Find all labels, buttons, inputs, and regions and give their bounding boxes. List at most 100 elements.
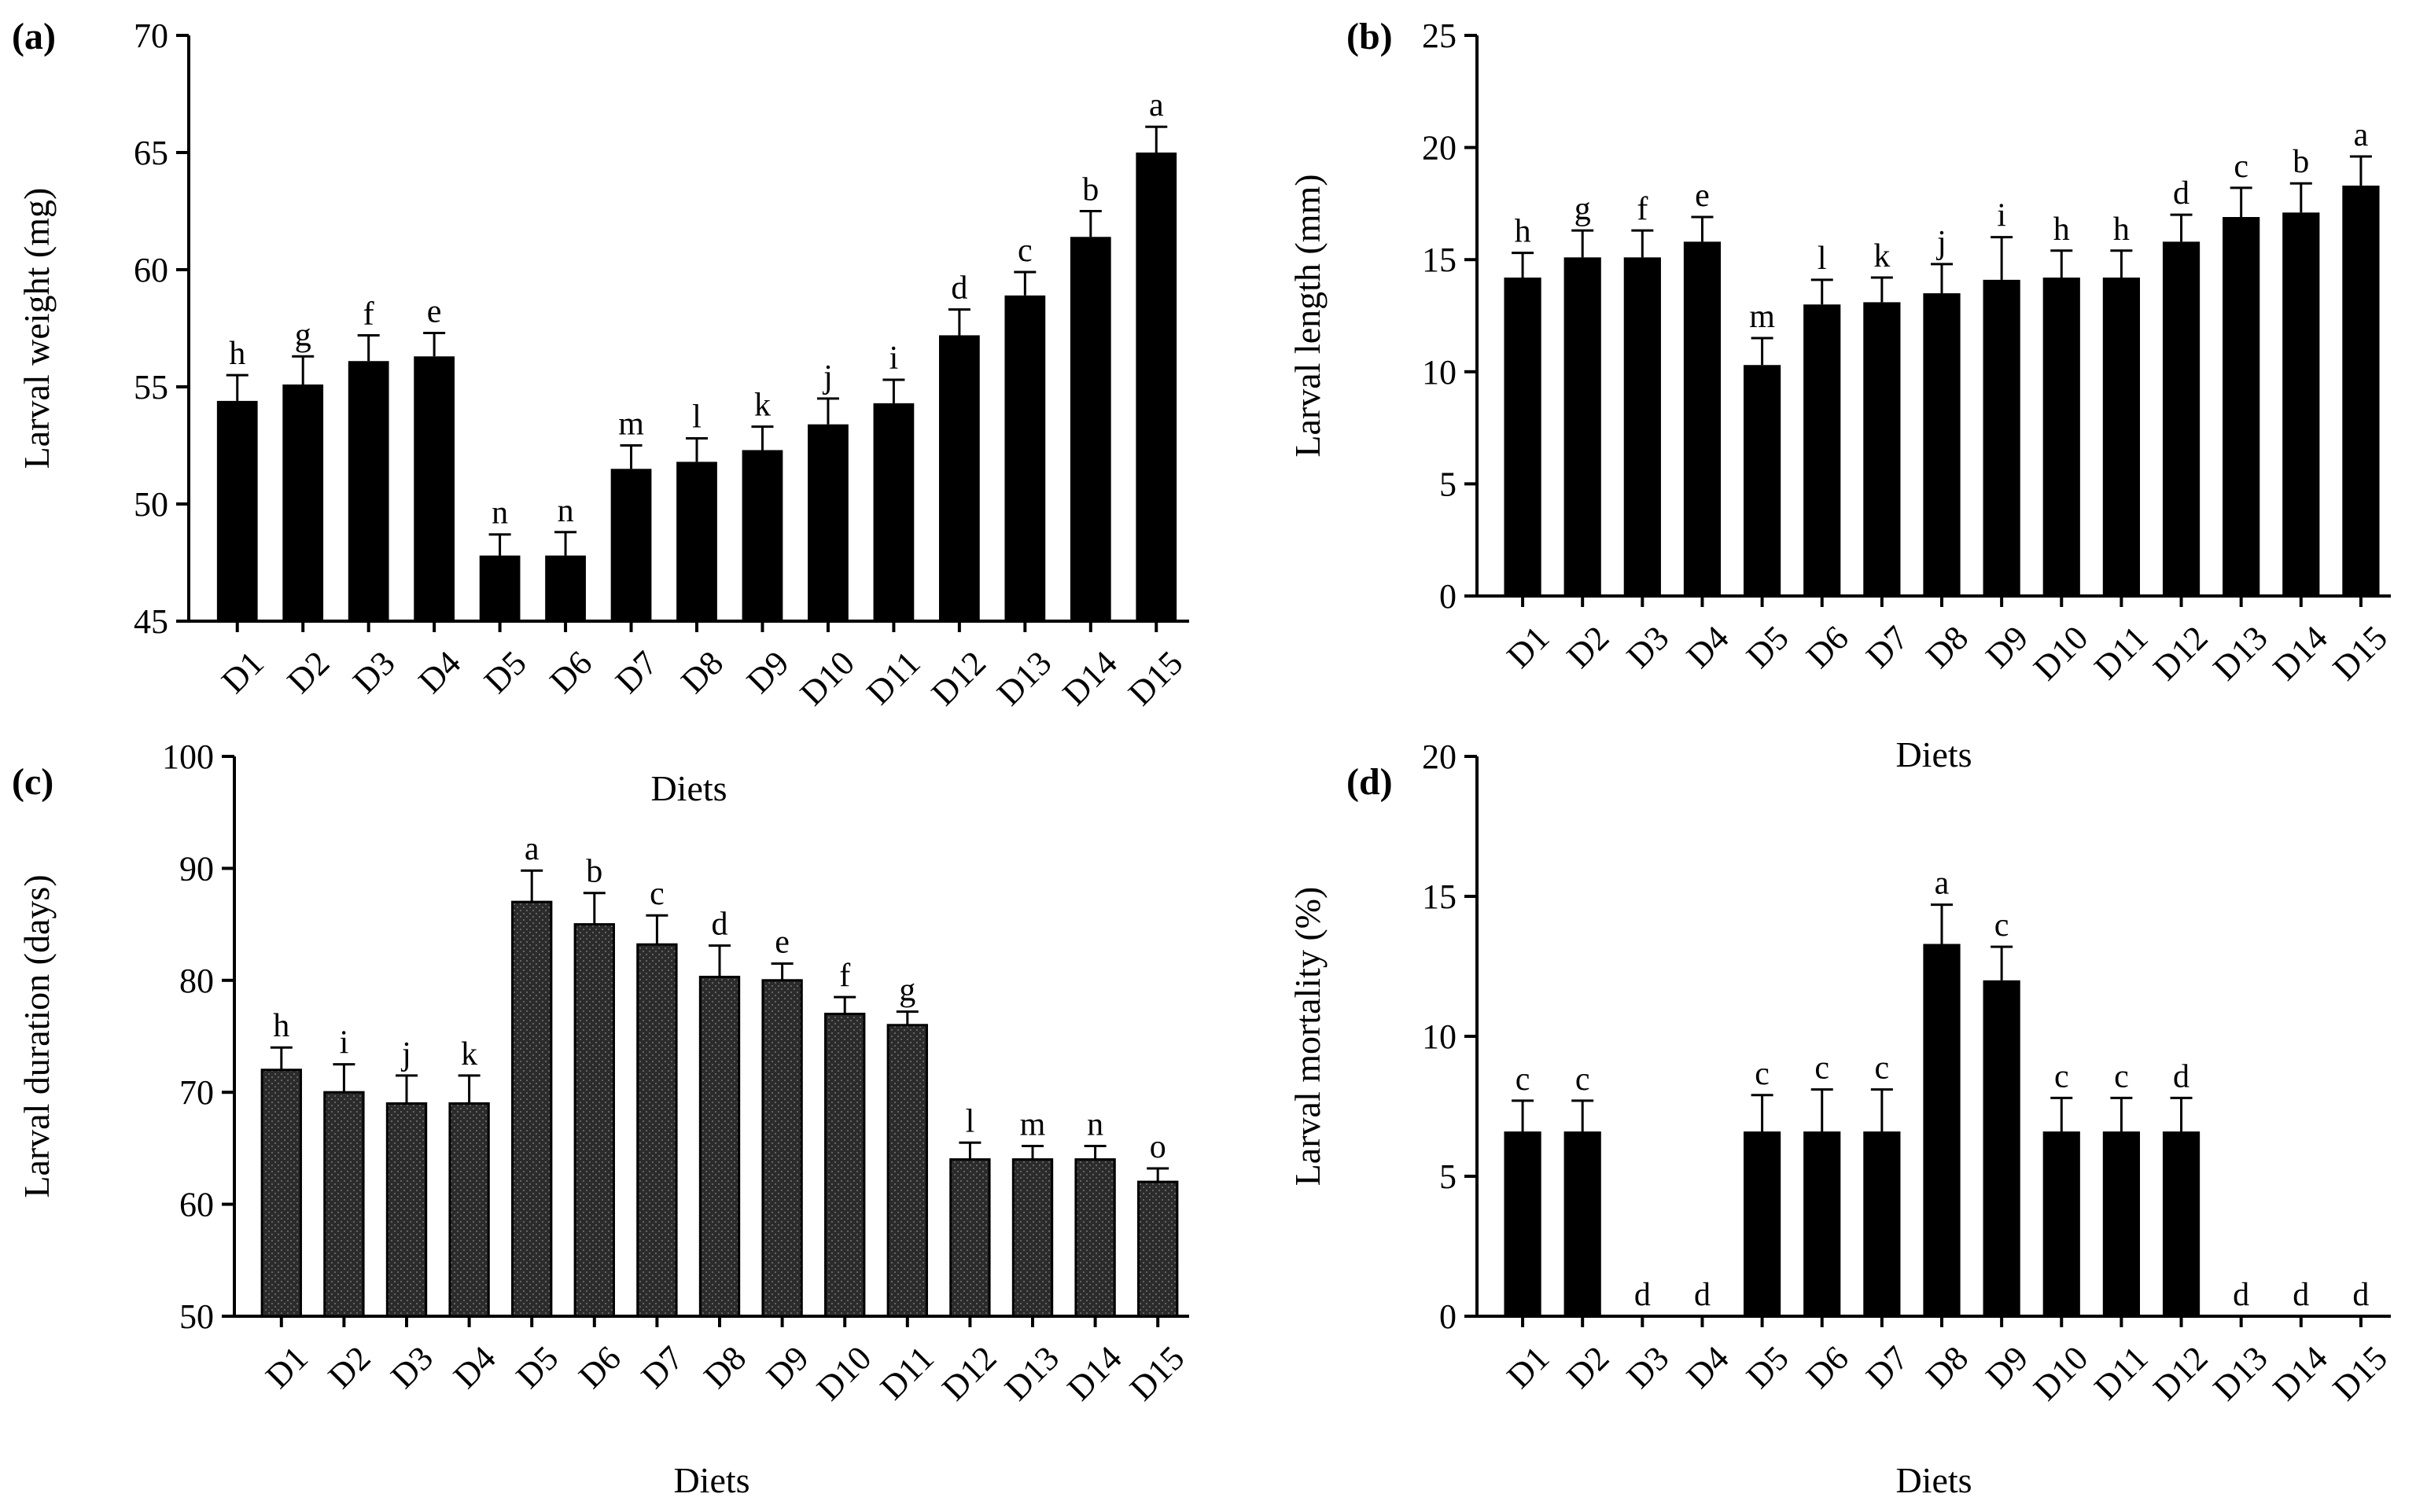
x-tick-label: D6 [1799,618,1856,675]
x-tick-label: D4 [446,1338,503,1396]
bar [1563,1131,1601,1316]
bar [1136,153,1177,621]
significance-letter: i [340,1025,349,1061]
significance-letter: b [1082,172,1099,208]
y-tick-label: 55 [134,368,168,407]
y-tick-label: 0 [1439,577,1457,616]
x-tick-label: D3 [345,643,403,701]
significance-letter: a [1935,866,1950,902]
significance-letter: h [1515,214,1531,250]
bar [1004,295,1046,621]
chart-panel-1: (a) 45 50 55 60 65 70 Larval weight (mg) Diets h D… [12,16,1190,808]
bar [610,469,652,621]
x-tick-label: D9 [1979,618,2036,675]
significance-letter: e [1695,178,1710,214]
bar [2342,186,2380,597]
y-axis-label: Larval mortality (%) [1287,887,1328,1186]
x-tick-label: D5 [477,643,534,701]
x-tick-label: D1 [214,643,271,701]
bar [216,400,258,621]
significance-letter: a [2354,117,2369,153]
bar [824,1013,866,1318]
y-axis-label: Larval length (mm) [1287,174,1328,457]
significance-letter: k [754,388,771,424]
significance-letter: o [1150,1129,1166,1165]
y-tick-label: 5 [1439,1157,1457,1196]
significance-letter: h [2053,212,2070,248]
x-tick-label: D11 [873,1338,941,1407]
x-tick-label: D3 [1619,618,1677,675]
significance-letter: c [2054,1058,2069,1094]
bar [414,356,455,621]
bar [1074,1158,1116,1318]
significance-letter: d [2173,1058,2190,1094]
significance-letter: b [586,854,602,890]
significance-letter: h [273,1008,289,1044]
bar [676,462,717,621]
y-tick-label: 70 [179,1073,214,1112]
bar [479,555,521,621]
x-axis-label: Diets [650,768,727,808]
chart-panel-3: (c) 50 60 70 80 90 100 Larval duration (days) Di… [12,738,1191,1500]
x-tick-label: D14 [1060,1338,1129,1407]
significance-letter: j [400,1036,411,1072]
bar [385,1102,428,1318]
x-tick-label: D10 [2026,618,2095,687]
x-tick-label: D4 [1679,1338,1736,1396]
x-tick-label: D14 [2266,618,2335,687]
bar [545,555,586,621]
bar [742,450,783,621]
x-tick-label: D14 [1055,643,1125,712]
x-tick-label: D2 [1560,618,1617,675]
chart-panel-2: (b) 0 5 10 15 20 25 Larval length (mm) Diets h D1 g… [1287,16,2395,774]
bar [2223,217,2260,596]
bar [1923,292,1961,596]
bar [886,1024,928,1318]
bar [511,900,553,1318]
significance-letter: d [1634,1277,1651,1313]
x-tick-label: D12 [2145,618,2215,687]
x-tick-label: D11 [2086,1338,2155,1407]
x-tick-label: D13 [997,1338,1066,1407]
y-tick-label: 70 [134,17,168,55]
x-tick-label: D8 [673,643,731,701]
x-tick-label: D13 [2206,1338,2275,1407]
y-tick-label: 15 [1422,241,1457,279]
x-tick-label: D15 [2326,618,2395,687]
significance-letter: d [2293,1277,2309,1313]
bar [636,943,678,1318]
bar [1683,241,1722,596]
x-tick-label: D6 [543,643,600,701]
x-tick-label: D7 [634,1338,691,1396]
x-axis-label: Diets [673,1460,749,1500]
significance-letter: c [1575,1061,1590,1098]
bar [2282,212,2320,596]
chart-panel-4: (d) 0 5 10 15 20 Larval mortality (%) Diets c D1 c… [1287,738,2395,1500]
significance-letter: j [1935,225,1946,261]
x-tick-label: D8 [1918,618,1976,675]
panel-label: (a) [12,16,56,57]
x-tick-label: D8 [696,1338,753,1396]
significance-letter: d [2233,1277,2249,1313]
y-tick-label: 60 [134,251,168,289]
x-tick-label: D3 [1619,1338,1677,1396]
significance-letter: j [822,359,833,395]
bar [808,424,849,621]
bar [1563,257,1601,596]
bar [2102,278,2141,596]
bar [1983,980,2020,1316]
significance-letter: i [889,340,899,377]
significance-letter: a [525,831,540,867]
x-tick-label: D1 [1500,618,1557,675]
significance-letter: c [1994,907,2009,944]
bar [1743,1131,1781,1316]
significance-letter: c [1875,1050,1890,1087]
bar [2042,1131,2080,1316]
y-tick-label: 80 [179,962,214,1000]
significance-letter: c [650,876,665,912]
bar [1011,1158,1054,1318]
x-tick-label: D5 [1739,1338,1796,1396]
significance-letter: e [775,924,790,960]
